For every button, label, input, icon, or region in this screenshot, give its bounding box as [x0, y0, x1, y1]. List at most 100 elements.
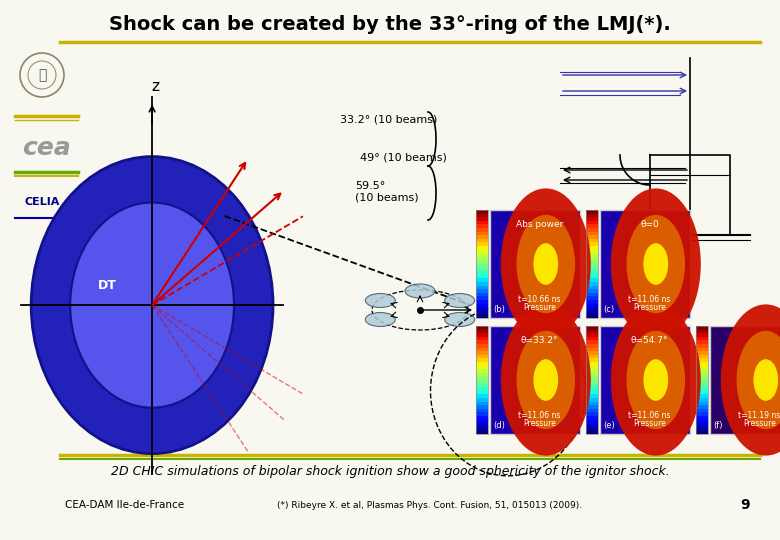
Bar [476, 311, 488, 314]
Bar [600, 326, 690, 434]
Bar [476, 235, 488, 239]
Ellipse shape [611, 305, 700, 456]
Bar [586, 275, 598, 279]
Bar [476, 296, 488, 300]
Bar [586, 423, 598, 427]
Bar [586, 394, 598, 398]
Bar [476, 376, 488, 380]
Bar [696, 348, 708, 351]
Text: Pressure: Pressure [743, 419, 776, 428]
Bar [696, 413, 708, 416]
Bar [476, 430, 488, 434]
Text: cea: cea [22, 136, 70, 160]
Bar [476, 369, 488, 373]
Bar [476, 402, 488, 405]
Bar [586, 391, 598, 394]
Ellipse shape [611, 188, 700, 340]
Ellipse shape [534, 359, 558, 401]
Bar [476, 366, 488, 369]
Text: 2D CHIC simulations of bipolar shock ignition show a good sphericity of the igni: 2D CHIC simulations of bipolar shock ign… [111, 465, 669, 478]
Bar [586, 268, 598, 271]
Text: t=11.06 ns: t=11.06 ns [519, 411, 561, 420]
Bar [586, 235, 598, 239]
Bar [586, 369, 598, 373]
Text: z: z [151, 79, 159, 94]
Bar [476, 373, 488, 376]
Bar [476, 293, 488, 296]
Bar [476, 409, 488, 413]
Bar [586, 409, 598, 413]
Bar [476, 340, 488, 344]
Text: CELIA: CELIA [24, 197, 60, 207]
Bar [476, 300, 488, 303]
Bar [476, 405, 488, 409]
Bar [476, 423, 488, 427]
Text: DT: DT [98, 279, 116, 292]
Bar [476, 348, 488, 351]
Bar [600, 210, 690, 318]
Bar [476, 387, 488, 391]
Text: Pressure: Pressure [523, 303, 556, 312]
Bar [696, 402, 708, 405]
Ellipse shape [445, 313, 475, 327]
Ellipse shape [70, 202, 234, 408]
Bar [476, 214, 488, 217]
Ellipse shape [501, 305, 590, 456]
Bar [476, 351, 488, 355]
Bar [476, 210, 488, 318]
Bar [696, 398, 708, 402]
Bar [696, 355, 708, 359]
Bar [586, 300, 598, 303]
Bar [586, 326, 598, 329]
Bar [586, 242, 598, 246]
Bar [696, 362, 708, 366]
Text: (f): (f) [713, 421, 722, 430]
Bar [586, 413, 598, 416]
Bar [476, 289, 488, 293]
Bar [696, 340, 708, 344]
Bar [586, 221, 598, 225]
Bar [696, 430, 708, 434]
Ellipse shape [626, 331, 685, 429]
Bar [476, 242, 488, 246]
Bar [586, 214, 598, 217]
Bar [476, 326, 488, 329]
Bar [586, 239, 598, 242]
Bar [476, 391, 488, 394]
Bar [476, 326, 488, 434]
Bar [586, 225, 598, 228]
Bar [490, 326, 580, 434]
Bar [476, 359, 488, 362]
Bar [696, 420, 708, 423]
Bar [476, 279, 488, 282]
Text: Pressure: Pressure [633, 419, 666, 428]
Text: t=10.66 ns: t=10.66 ns [518, 295, 561, 304]
Bar [586, 340, 598, 344]
Bar [586, 359, 598, 362]
Bar [476, 355, 488, 359]
Bar [696, 366, 708, 369]
Bar [476, 303, 488, 307]
Ellipse shape [405, 284, 435, 298]
Bar [696, 391, 708, 394]
Bar [476, 380, 488, 383]
Bar [586, 430, 598, 434]
Bar [476, 420, 488, 423]
Bar [586, 402, 598, 405]
Bar [586, 286, 598, 289]
Text: Pressure: Pressure [523, 419, 556, 428]
Text: (e): (e) [603, 421, 615, 430]
Text: (c): (c) [603, 305, 614, 314]
Bar [476, 275, 488, 279]
Text: ⛪: ⛪ [37, 68, 46, 82]
Bar [696, 337, 708, 340]
Text: t=11.06 ns: t=11.06 ns [629, 295, 671, 304]
Bar [586, 264, 598, 268]
Ellipse shape [516, 215, 575, 313]
Bar [586, 366, 598, 369]
Bar [586, 405, 598, 409]
Bar [476, 398, 488, 402]
Ellipse shape [501, 188, 590, 340]
Text: Shock can be created by the 33°-ring of the LMJ(*).: Shock can be created by the 33°-ring of … [109, 16, 671, 35]
Bar [476, 413, 488, 416]
